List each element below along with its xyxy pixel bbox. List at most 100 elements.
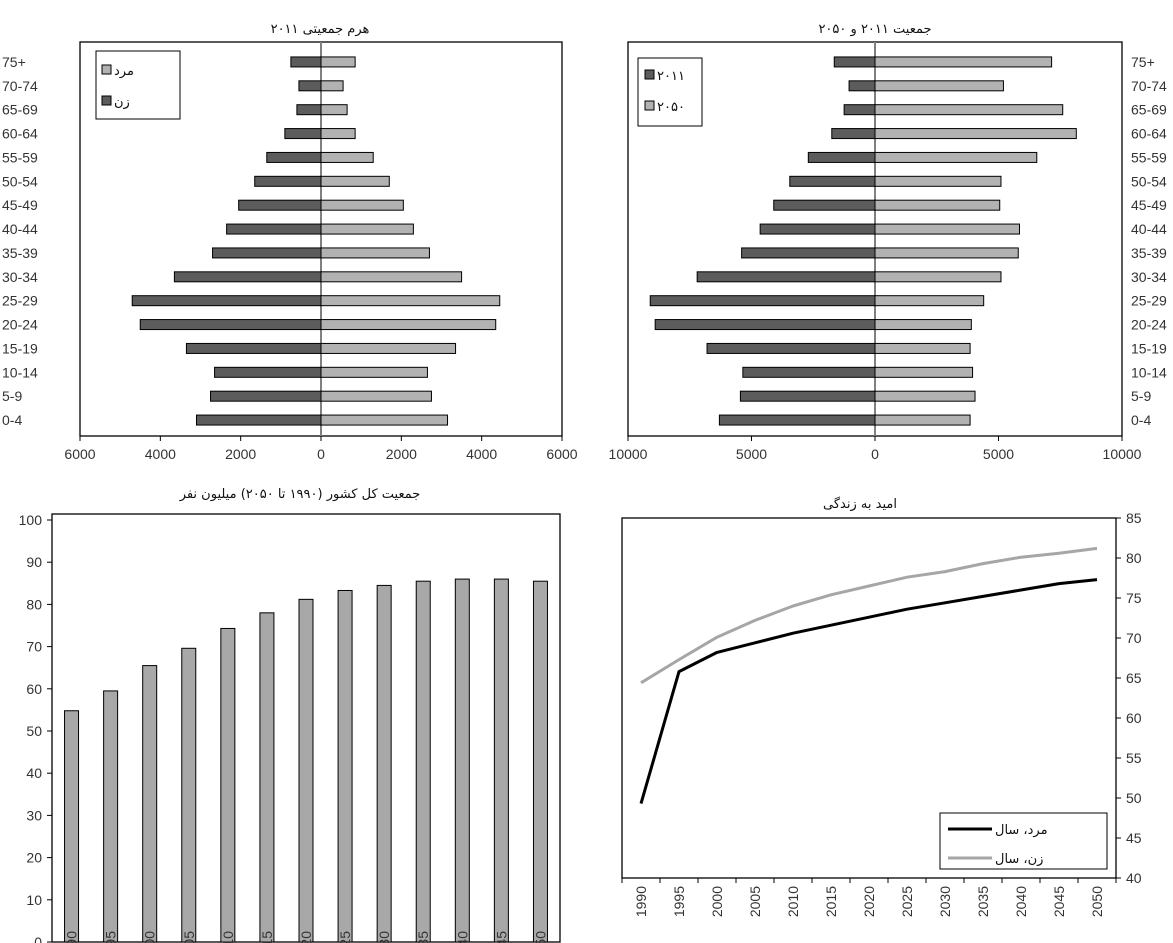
comparison-marks: 75+ 70-74 65-69 60-64 55-59 50-54 45-49 40-44 35… [609,42,1167,462]
pyramid-bar-25-29-s0 [320,295,501,307]
comparison-bar-40-44-s0 [759,223,876,235]
pyramid-legend: مرد زن [95,50,181,120]
life-expectancy-x-label: 2030 [937,886,953,917]
pyramid-bar-5-9-s1 [210,390,322,402]
comparison-category-label: 65-69 [1131,102,1167,118]
pyramid-bar-0-4-s1 [195,414,322,426]
total-population-bar-1990 [64,710,80,943]
pyramid-bar-10-14-s1 [214,366,322,378]
total-population-marks: 0102030405060708090100199019952000200520… [19,512,549,943]
comparison-category-label: 55-59 [1131,149,1167,165]
life-expectancy-y-tick-label: 85 [1126,510,1142,526]
comparison-category-label: 45-49 [1131,197,1167,213]
life-expectancy-legend-female: زن، سال [995,852,1043,867]
pyramid-bar-45-49-s1 [238,199,322,211]
comparison-bar-70-74-s0 [848,80,876,92]
pyramid-marks: 75+ 70-74 65-69 60-64 55-59 50-54 45-49 40-44 35… [2,42,578,462]
comparison-category-label: 40-44 [1131,221,1167,237]
comparison-bar-55-59-s1 [874,151,1038,163]
pyramid-category-label: 60-64 [2,126,38,142]
total-population-y-tick-label: 40 [26,765,42,781]
comparison-legend-swatch-2050 [644,100,655,111]
total-population-x-label: 2050 [532,931,548,943]
comparison-bar-30-34-s0 [696,271,876,283]
life-expectancy-x-label: 1995 [671,886,687,917]
pyramid-category-label: 65-69 [2,102,38,118]
pyramid-bar-5-9-s0 [320,390,432,402]
comparison-category-label: 10-14 [1131,364,1167,380]
pyramid-legend-male: مرد [114,64,134,79]
total-population-y-tick-label: 80 [26,596,42,612]
total-population-x-label: 2015 [259,931,275,943]
total-population-x-label: 2020 [298,931,314,943]
life-expectancy-y-tick-label: 50 [1126,790,1142,806]
pyramid-bar-15-19-s1 [185,342,322,354]
pyramid-category-label: 10-14 [2,364,38,380]
total-population-bar-2035 [415,580,431,943]
pyramid-bar-60-64-s0 [320,128,356,140]
comparison-bar-20-24-s1 [874,319,972,331]
life-expectancy-x-label: 2015 [823,886,839,917]
comparison-bar-5-9-s1 [874,390,976,402]
total-population-bar-2030 [376,584,392,943]
pyramid-bar-55-59-s0 [320,151,374,163]
pyramid-bar-25-29-s1 [131,295,322,307]
life-expectancy-female-line [640,546,1098,685]
total-population-bar-2040 [454,578,470,943]
total-population-chart: جمعیت کل کشور (۱۹۹۰ تا ۲۰۵۰) میلیون نفر … [19,487,561,943]
comparison-legend-2050: ۲۰۵۰ [657,100,685,115]
total-population-x-label: 2010 [220,931,236,943]
comparison-bar-35-39-s0 [741,247,876,259]
life-expectancy-x-label: 2025 [899,886,915,917]
total-population-bar-2015 [259,612,275,943]
pyramid-bar-65-69-s0 [320,104,348,116]
pyramid-bar-0-4-s0 [320,414,449,426]
comparison-category-label: 30-34 [1131,269,1167,285]
life-expectancy-x-label: 2050 [1089,886,1105,917]
comparison-x-tick-label: 0 [871,446,879,462]
total-population-y-tick-label: 20 [26,850,42,866]
comparison-legend-box [637,57,703,127]
comparison-bar-40-44-s1 [874,223,1020,235]
pyramid-category-label: 50-54 [2,173,38,189]
total-population-x-label: 2035 [415,931,431,943]
pyramid-bar-50-54-s0 [320,175,390,187]
total-population-x-label: 1995 [103,931,119,943]
life-expectancy-chart: امید به زندگی 40 45 50 55 60 65 70 75 80 85 1990 19… [621,496,1142,917]
total-population-y-tick-label: 30 [26,807,42,823]
pyramid-category-label: 70-74 [2,78,38,94]
pyramid-x-tick-label: 6000 [64,446,95,462]
comparison-category-label: 20-24 [1131,317,1167,333]
pyramid-bar-75-s0 [320,56,356,68]
pyramid-x-tick-label: 2000 [386,446,417,462]
life-expectancy-x-label: 2005 [747,886,763,917]
pyramid-bar-15-19-s0 [320,342,457,354]
pyramid-category-label: 5-9 [2,388,22,404]
total-population-y-tick-label: 10 [26,892,42,908]
pyramid-bar-70-74-s1 [298,80,322,92]
comparison-bar-65-69-s1 [874,104,1064,116]
comparison-bar-60-64-s1 [874,128,1077,140]
life-expectancy-y-tick-label: 65 [1126,670,1142,686]
pyramid-bar-10-14-s0 [320,366,428,378]
life-expectancy-x-label: 2000 [709,886,725,917]
total-population-y-tick-label: 50 [26,723,42,739]
comparison-category-label: 70-74 [1131,78,1167,94]
life-expectancy-marks: 40 45 50 55 60 65 70 75 80 85 1990 1995 2000 2005 2010… [621,510,1142,917]
comparison-bar-15-19-s0 [706,342,876,354]
comparison-bar-45-49-s0 [773,199,876,211]
comparison-x-tick-label: 10000 [609,446,648,462]
life-expectancy-y-tick-label: 45 [1126,830,1142,846]
comparison-category-label: 25-29 [1131,293,1167,309]
pyramid-category-label: 40-44 [2,221,38,237]
comparison-bar-75-s0 [833,56,876,68]
pyramid-x-tick-label: 2000 [225,446,256,462]
comparison-bar-55-59-s0 [807,151,876,163]
pyramid-legend-female: زن [114,95,130,110]
total-population-title: جمعیت کل کشور (۱۹۹۰ تا ۲۰۵۰) میلیون نفر [179,487,421,502]
total-population-bar-2000 [142,665,158,943]
total-population-y-tick-label: 90 [26,554,42,570]
pyramid-x-tick-label: 4000 [145,446,176,462]
life-expectancy-legend-male: مرد، سال [995,823,1048,838]
